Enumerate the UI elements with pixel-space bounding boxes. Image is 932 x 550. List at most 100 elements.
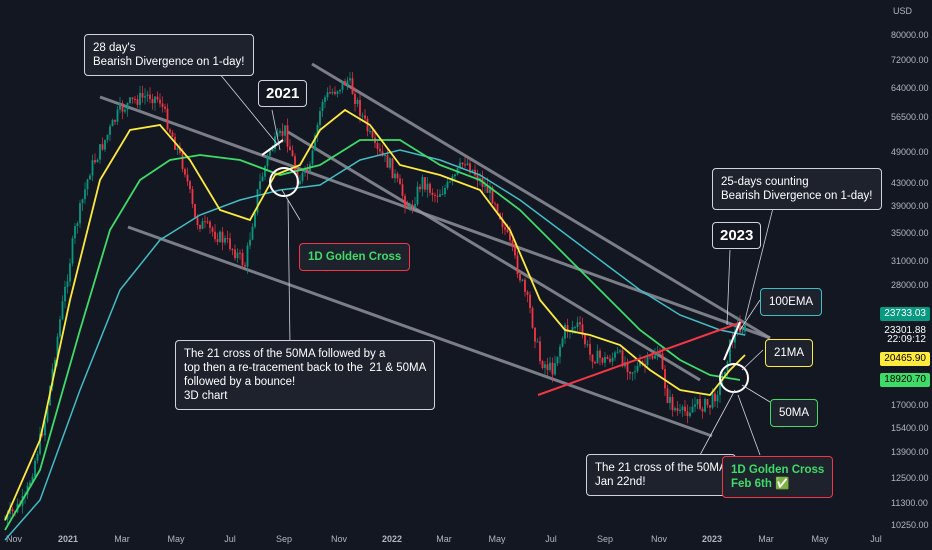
y-tick-label: 13900.00 [891,447,929,457]
candle-body [221,231,224,243]
candle-body [519,274,521,281]
candle-body [391,158,394,179]
candle-body [529,294,531,308]
candle-body [621,350,624,367]
candle-body [154,96,156,104]
candle-body [171,132,174,138]
candle-body [251,226,254,240]
candle-body [446,181,449,188]
candle-body [501,219,504,228]
candle-body [341,81,344,90]
candle-body [126,103,129,110]
candle-body [199,225,201,229]
candle-body [591,354,594,362]
y-tick-label: 12500.00 [891,473,929,483]
y-tick-label: 43000.00 [891,178,929,188]
candle-body [416,186,419,205]
candle-body [684,406,686,412]
candle-body [659,352,661,354]
candle-body [631,372,634,374]
candle-body [524,279,526,292]
candle-body [136,99,139,105]
candle-body [454,174,456,177]
candle-body [606,357,609,359]
candle-body [56,336,59,360]
candle-body [541,361,544,368]
candle-body [674,408,676,411]
candle-body [424,177,426,190]
candle-body [46,405,49,422]
candle-body [369,130,371,132]
candle-body [346,80,349,86]
y-axis-unit: USD [893,6,913,16]
candle-body [696,399,699,405]
candle-body [96,159,99,163]
candle-body [169,129,171,133]
candle-body [646,355,649,366]
candle-body [439,194,441,197]
candle-body [186,174,189,182]
candle-body [144,96,146,98]
candle-body [344,81,346,86]
candle-body [436,195,439,197]
candle-body [34,460,36,477]
candle-body [739,322,741,333]
divergence-line-2021 [261,139,284,156]
candle-body [306,167,309,173]
candle-body [196,217,199,226]
label-100ema: 100EMA [760,288,823,316]
annotation-bearish-divergence-2021: 28 day's Bearish Divergence on 1-day! [84,34,254,76]
candle-body [324,97,326,103]
x-tick-label: Jul [224,534,236,544]
candle-body [236,252,239,259]
candle-body [224,238,226,243]
candle-body [409,204,411,208]
candle-body [629,372,631,374]
candle-body [504,227,506,230]
candle-body [31,476,34,483]
candle-body [276,133,279,137]
y-tick-label: 17000.00 [891,400,929,410]
x-tick-label: Jul [545,534,557,544]
series-21ma-line [4,108,746,521]
candle-body [706,398,709,406]
candle-body [314,135,316,151]
candle-body [459,162,461,168]
candle-body [609,358,611,362]
candle-body [44,421,46,436]
candle-body [316,125,319,136]
candle-body [404,195,406,207]
candle-body [589,344,591,355]
candle-body [414,204,416,208]
candle-body [54,359,56,369]
candle-body [644,363,646,366]
candle-body [534,327,536,342]
candle-body [531,307,534,328]
annotation-pointer [281,189,301,221]
y-tick-label: 31000.00 [891,256,929,266]
candle-body [129,97,131,104]
candle-body [191,189,194,205]
candle-body [586,344,589,346]
candle-body [99,144,101,160]
candle-body [734,330,736,343]
candle-body [206,221,209,223]
red-resistance-line [537,321,743,396]
candle-body [159,99,161,104]
candle-body [254,212,256,227]
candle-body [114,119,116,122]
candle-body [216,239,219,242]
candle-body [89,175,91,180]
candle-body [364,115,366,119]
candle-body [356,99,359,105]
candle-body [634,371,636,373]
candle-body [184,169,186,175]
candle-body [289,146,291,151]
candle-body [729,339,731,363]
annotation-pointer [726,249,731,326]
candle-body [361,115,364,117]
candle-body [41,434,44,436]
candle-body [744,325,746,332]
candle-body [119,103,121,110]
